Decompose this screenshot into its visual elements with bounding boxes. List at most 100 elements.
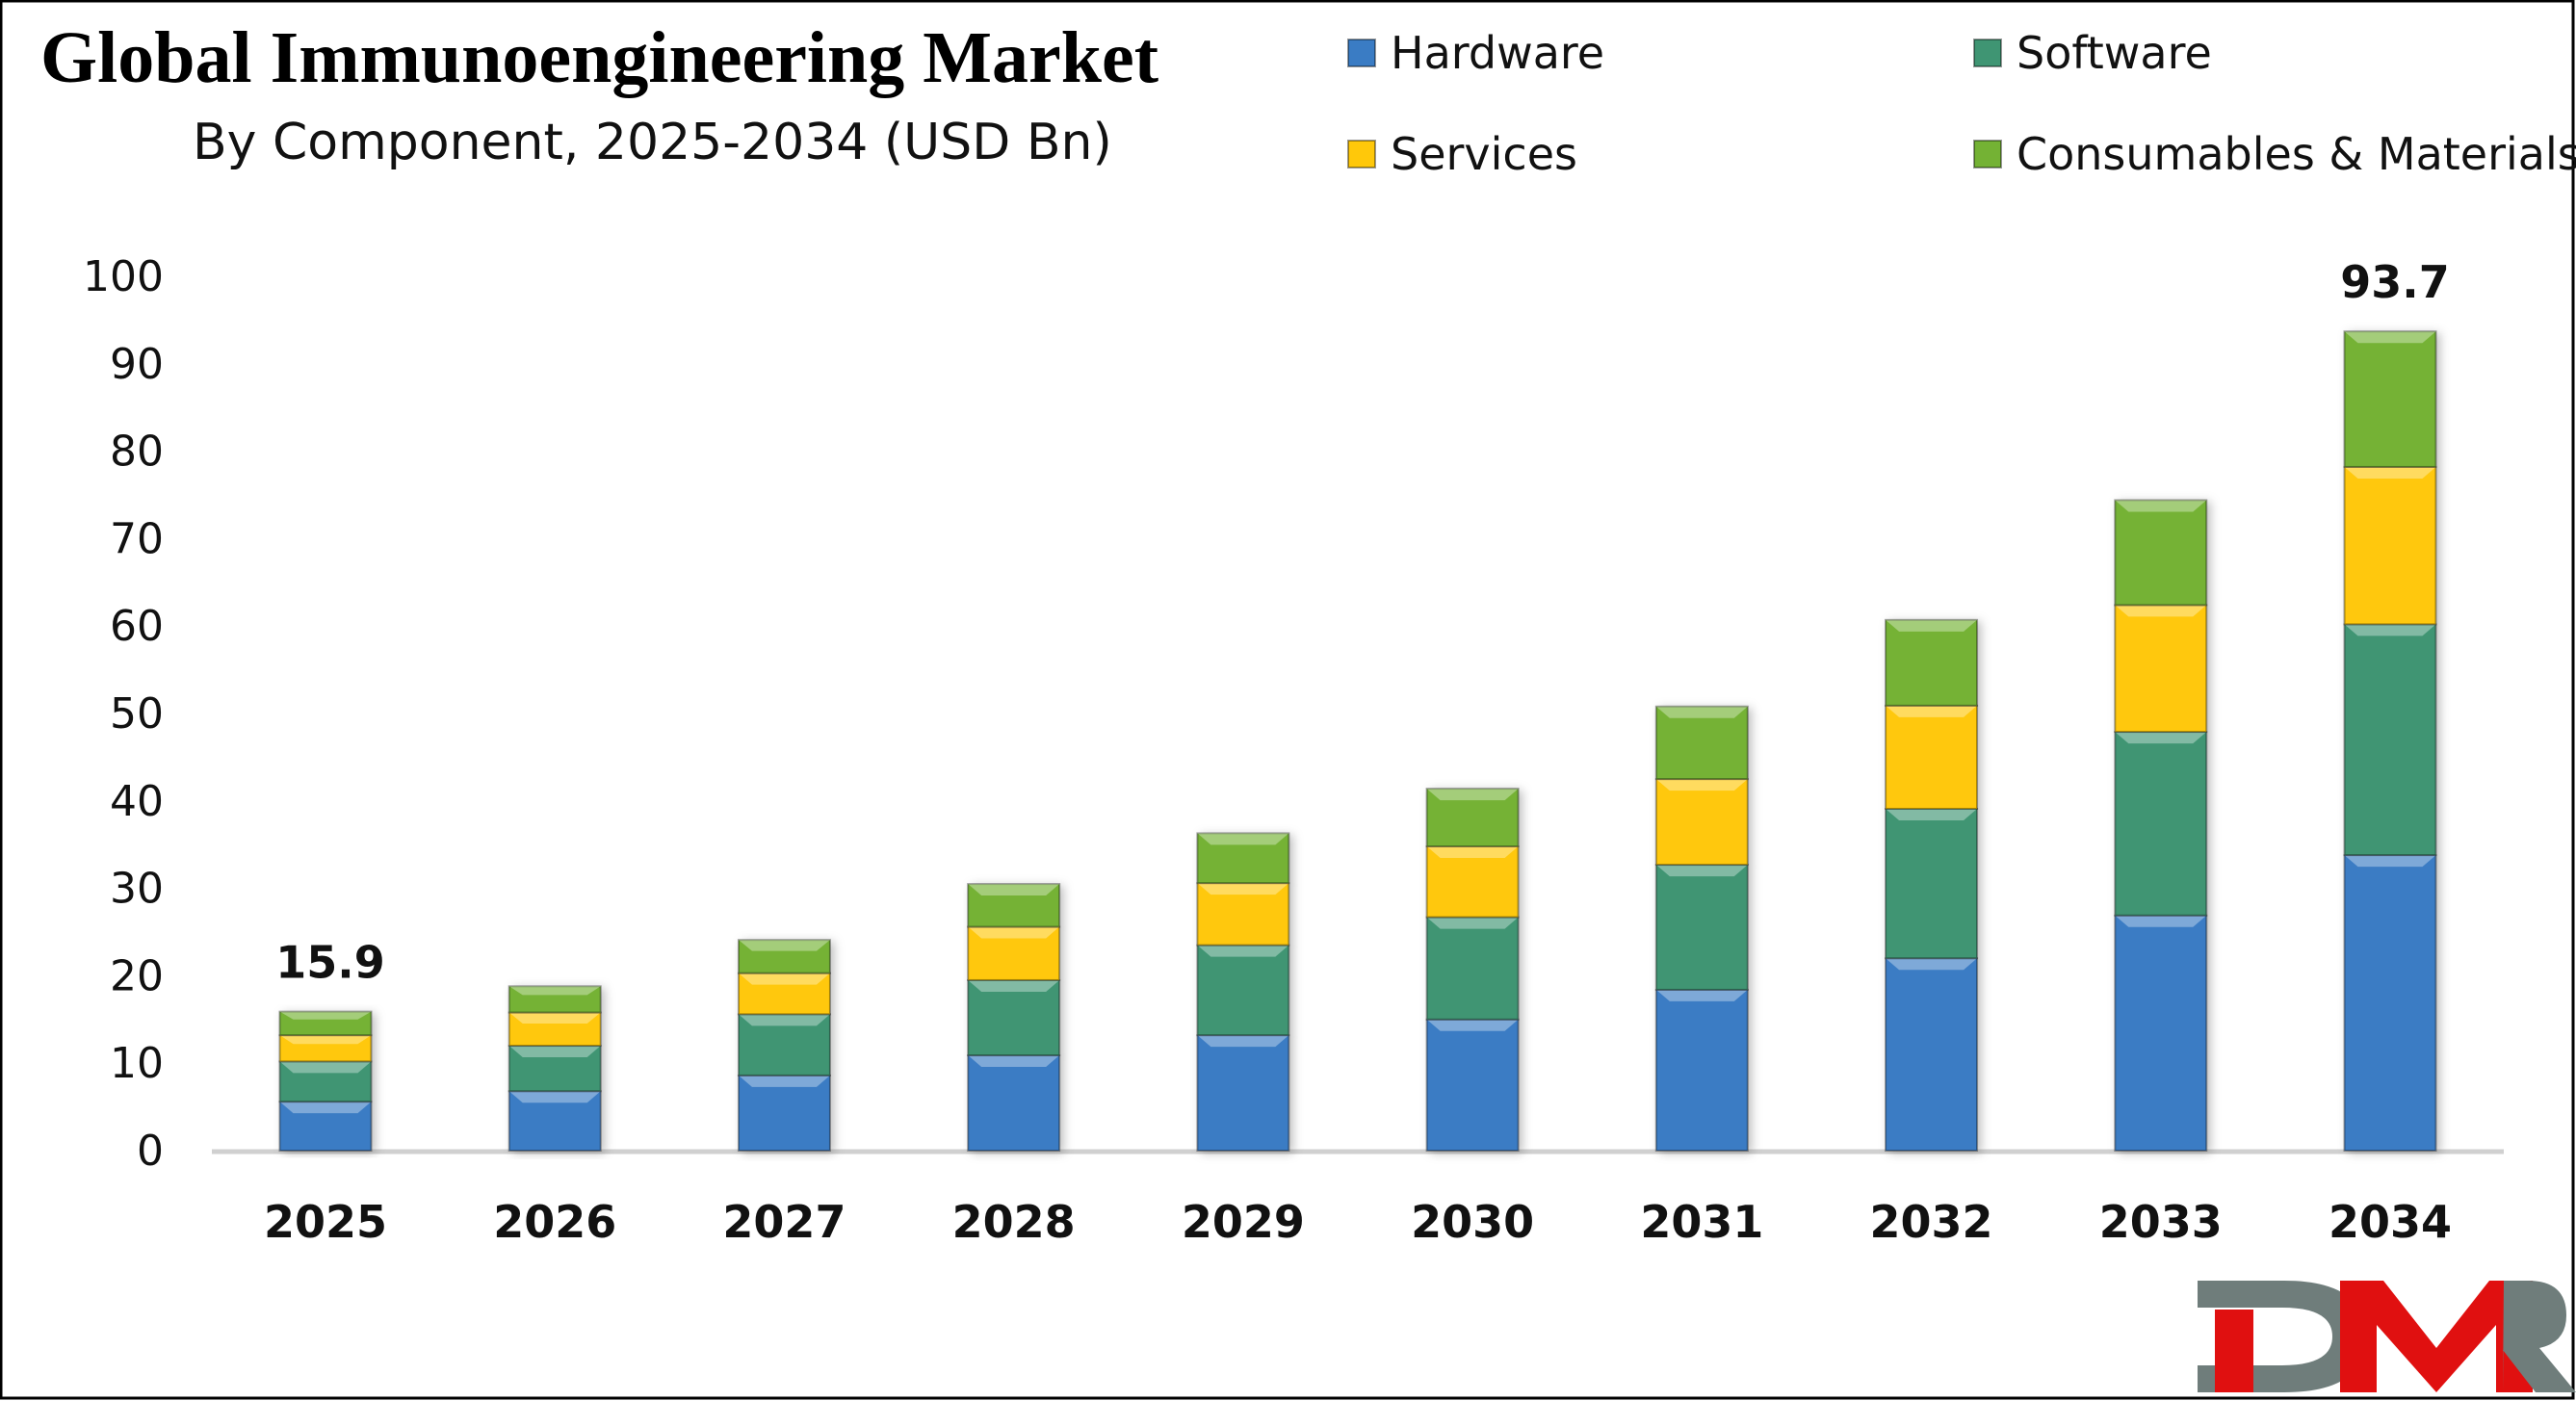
y-tick-label: 40 — [110, 777, 164, 826]
bar-segment-services-2031 — [1654, 778, 1749, 867]
x-tick-label: 2031 — [1640, 1196, 1763, 1248]
bars — [278, 330, 2437, 1153]
y-tick-label: 10 — [110, 1039, 164, 1088]
bar-bevel — [1886, 958, 1978, 971]
bar-bevel — [279, 1102, 372, 1114]
bar-segment-software-2031 — [1654, 864, 1749, 991]
x-tick-label: 2034 — [2329, 1196, 2452, 1248]
bar-segment-hardware-2030 — [1425, 1018, 1520, 1153]
bar-segment-software-2029 — [1196, 944, 1290, 1037]
bar-segment-consumables-materials-2031 — [1654, 705, 1749, 781]
bar-segment-hardware-2034 — [2343, 854, 2437, 1152]
bar-stack-2028 — [967, 883, 1061, 1152]
bar-bevel — [2115, 915, 2207, 927]
bar-stack-2029 — [1196, 832, 1290, 1153]
chart-title: Global Immunoengineering Market — [40, 17, 1158, 98]
bar-segment-software-2030 — [1425, 916, 1520, 1021]
bar-bevel — [968, 926, 1060, 939]
legend-label: Consumables & Materials — [2017, 128, 2576, 180]
chart-subtitle: By Component, 2025-2034 (USD Bn) — [193, 114, 1112, 171]
legend-item: Software — [1973, 27, 2212, 79]
bar-segment-software-2032 — [1885, 807, 1979, 960]
bar-bevel — [279, 1035, 372, 1045]
legend-swatch — [1973, 39, 2002, 67]
data-label-2025: 15.9 — [275, 937, 385, 989]
legend-swatch — [1973, 140, 2002, 169]
bar-bevel — [508, 1091, 601, 1103]
bar-bevel — [1886, 808, 1978, 820]
y-tick-label: 20 — [110, 951, 164, 1000]
y-tick-label: 80 — [110, 428, 164, 477]
bar-segment-hardware-2028 — [967, 1054, 1061, 1152]
bar-segment-software-2034 — [2343, 623, 2437, 857]
bar-stack-2034 — [2343, 330, 2437, 1152]
legend-swatch — [1347, 39, 1376, 67]
legend-label: Software — [2017, 27, 2212, 79]
bar-segment-hardware-2033 — [2114, 914, 2208, 1152]
bar-bevel — [738, 1075, 830, 1087]
y-tick-label: 50 — [110, 689, 164, 739]
x-tick-label: 2028 — [952, 1196, 1076, 1248]
y-axis: 0 10 20 30 40 50 60 70 80 90 100 — [83, 252, 164, 1176]
bar-bevel — [1655, 989, 1748, 1001]
bar-bevel — [738, 940, 830, 951]
bar-bevel — [1197, 1035, 1289, 1048]
bar-stack-2025 — [278, 1010, 373, 1152]
bar-bevel — [1655, 865, 1748, 877]
x-axis: 2025 2026 2027 2028 2029 2030 2031 2032 2033 2034 — [264, 1196, 2452, 1248]
bar-bevel — [508, 1012, 601, 1025]
bar-bevel — [1197, 833, 1289, 845]
dmr-logo — [2198, 1281, 2576, 1392]
legend-label: Hardware — [1391, 27, 1604, 79]
y-tick-label: 70 — [110, 514, 164, 563]
legend-item: Consumables & Materials — [1973, 128, 2576, 180]
bar-bevel — [1197, 945, 1289, 957]
bar-segment-consumables-materials-2034 — [2343, 330, 2437, 468]
bar-segment-services-2034 — [2343, 465, 2437, 626]
bar-bevel — [2344, 466, 2436, 479]
bar-bevel — [1655, 779, 1748, 791]
bar-bevel — [738, 1014, 830, 1026]
bar-bevel — [738, 973, 830, 985]
bar-bevel — [1886, 705, 1978, 717]
bar-bevel — [2344, 331, 2436, 344]
x-tick-label: 2033 — [2099, 1196, 2223, 1248]
bar-bevel — [279, 1011, 372, 1020]
bar-stack-2031 — [1654, 705, 1749, 1152]
y-tick-label: 100 — [83, 252, 164, 301]
bar-stack-2030 — [1425, 788, 1520, 1153]
y-tick-label: 0 — [137, 1127, 164, 1176]
bar-bevel — [1886, 619, 1978, 632]
x-tick-label: 2027 — [722, 1196, 846, 1248]
bar-bevel — [968, 1055, 1060, 1068]
bar-segment-hardware-2031 — [1654, 988, 1749, 1152]
data-labels: 15.9 93.7 — [275, 256, 2450, 988]
legend-item: Services — [1347, 128, 1577, 180]
data-label-2034: 93.7 — [2340, 256, 2450, 308]
legend-label: Services — [1391, 128, 1577, 180]
x-tick-label: 2032 — [1870, 1196, 1993, 1248]
bar-bevel — [1197, 883, 1289, 895]
x-tick-label: 2029 — [1182, 1196, 1305, 1248]
bar-bevel — [1426, 917, 1519, 929]
bar-stack-2033 — [2114, 499, 2208, 1152]
bar-bevel — [2115, 732, 2207, 744]
bar-bevel — [1426, 846, 1519, 859]
bar-bevel — [2344, 624, 2436, 636]
bar-segment-consumables-materials-2033 — [2114, 499, 2208, 607]
bar-bevel — [1426, 789, 1519, 801]
bar-bevel — [968, 979, 1060, 992]
bar-segment-services-2033 — [2114, 604, 2208, 734]
x-tick-label: 2030 — [1411, 1196, 1534, 1248]
bar-bevel — [2115, 500, 2207, 512]
bar-segment-services-2032 — [1885, 704, 1979, 810]
y-tick-label: 30 — [110, 865, 164, 914]
bar-stack-2027 — [737, 939, 831, 1152]
bar-bevel — [279, 1061, 372, 1074]
bar-bevel — [2344, 855, 2436, 868]
bar-bevel — [508, 986, 601, 996]
bar-segment-hardware-2032 — [1885, 957, 1979, 1152]
bar-bevel — [968, 884, 1060, 896]
x-tick-label: 2025 — [264, 1196, 387, 1248]
